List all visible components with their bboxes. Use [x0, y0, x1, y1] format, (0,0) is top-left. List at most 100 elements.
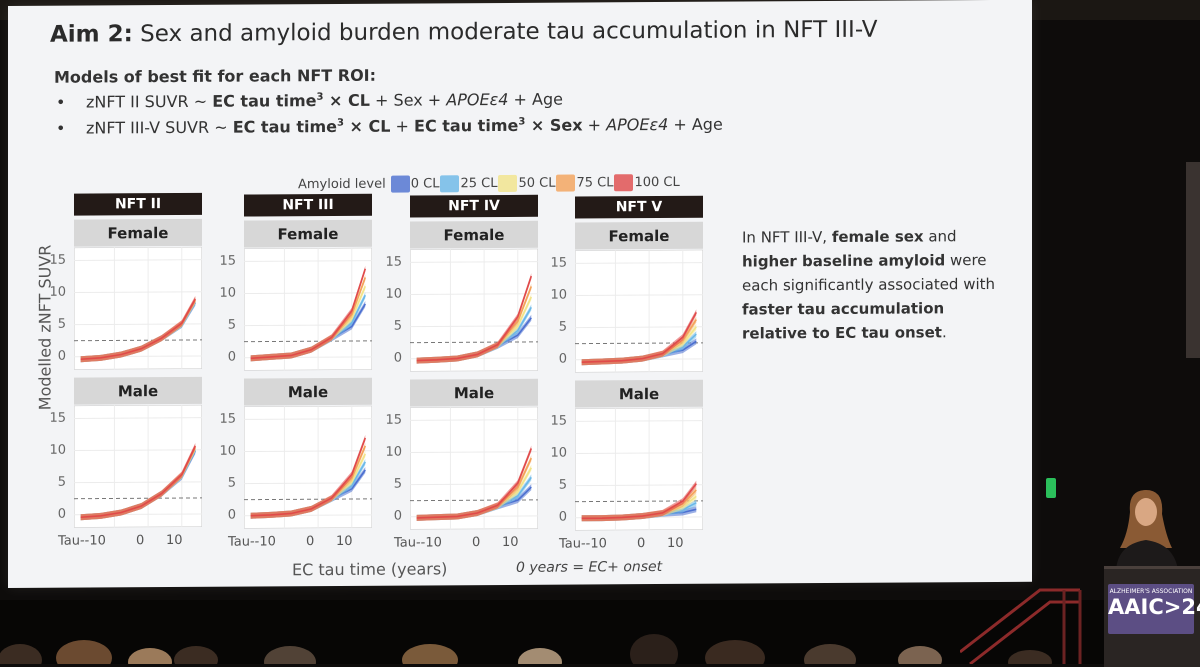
y-tick-label: 15	[550, 413, 567, 429]
x-tick-label: Tau--10	[58, 533, 106, 549]
reference-dashed-line	[244, 340, 372, 343]
panel-header-nft-iv: NFT IV	[410, 194, 538, 218]
plot-background	[244, 405, 372, 529]
plot-background	[575, 249, 703, 373]
y-tick-label: 5	[558, 477, 567, 493]
y-tick-label: 0	[558, 509, 567, 525]
amyloid-legend: Amyloid level 0 CL 25 CL 50 CL 75 CL 100 CL	[298, 174, 680, 193]
row-strip-female: Female	[410, 220, 538, 249]
grid-line	[244, 450, 372, 453]
legend-label: 25 CL	[460, 176, 498, 192]
row-strip-female: Female	[74, 218, 202, 247]
row-strip-female: Female	[575, 221, 703, 250]
grid-line	[74, 417, 202, 419]
model-bullet-nft-ii: • zNFT II SUVR ~ EC tau time3 × CL + Sex …	[56, 90, 563, 112]
model-bullet-nft-iii-v: • zNFT III-V SUVR ~ EC tau time3 × CL + E…	[56, 115, 723, 138]
y-tick-label: 15	[49, 410, 66, 426]
plot-nft-ii-male	[74, 404, 202, 528]
bullet2-lhs: zNFT III-V SUVR ~	[86, 117, 233, 138]
slide-title: Aim 2: Sex and amyloid burden moderate t…	[50, 17, 878, 48]
bullet2-term1: EC tau time	[232, 116, 337, 137]
band-100-cl	[581, 480, 697, 522]
bullet-dot-icon: •	[56, 92, 66, 112]
plot-nft-iii-female	[244, 247, 372, 371]
plot-background	[244, 247, 372, 371]
conference-logo: ALZHEIMER'S ASSOCIATION AAIC>24	[1108, 584, 1200, 634]
bullet2-plus1: +	[390, 116, 415, 136]
y-tick-label: 0	[393, 508, 402, 524]
finding-faster-tau: faster tau accumulation relative to EC t…	[742, 299, 945, 343]
grid-line	[244, 292, 372, 295]
curve-100-cl	[80, 298, 196, 361]
grid-line	[74, 291, 202, 294]
bullet2-times2: ×	[525, 115, 550, 135]
x-tick-label: 10	[336, 533, 353, 549]
y-tick-label: 5	[393, 318, 402, 334]
bullet1-lhs: zNFT II SUVR ~	[86, 91, 213, 112]
grid-line	[74, 259, 202, 261]
x-tick-label: 10	[502, 534, 519, 550]
grid-line	[74, 449, 202, 452]
curve-100-cl	[581, 483, 697, 520]
curve-100-cl	[250, 268, 367, 360]
reference-dashed-line	[410, 341, 538, 344]
y-tick-label: 5	[57, 474, 66, 490]
x-tick-label: 0	[306, 534, 315, 550]
legend-label: 50 CL	[518, 175, 556, 191]
y-tick-label: 10	[385, 444, 402, 460]
grid-line	[244, 260, 372, 262]
speaker-silhouette	[1116, 490, 1178, 570]
bullet1-term: EC tau time	[212, 91, 317, 111]
legend-label: 100 CL	[634, 174, 680, 191]
reference-dashed-line	[74, 339, 202, 342]
y-tick-label: 0	[57, 506, 66, 522]
finding-text-2: and	[923, 227, 957, 246]
grid-line	[410, 419, 538, 421]
legend-label: 75 CL	[576, 175, 614, 191]
legend-swatch	[498, 174, 518, 193]
x-axis-note: 0 years = EC+ onset	[516, 559, 663, 576]
band-100-cl	[581, 309, 697, 366]
grid-line	[575, 420, 703, 422]
legend-title: Amyloid level	[298, 176, 386, 193]
stage-railing	[960, 588, 1082, 664]
row-strip-male: Male	[575, 379, 703, 408]
x-tick-label: 0	[637, 536, 646, 552]
slide-title-rest: Sex and amyloid burden moderate tau accu…	[132, 16, 878, 48]
y-tick-label: 10	[49, 442, 66, 458]
conference-logo-small: ALZHEIMER'S ASSOCIATION	[1109, 588, 1193, 595]
grid-line	[410, 261, 538, 263]
x-tick-label: 0	[472, 535, 481, 551]
legend-key-0-cl: 0 CL	[390, 175, 440, 193]
grid-line	[575, 484, 703, 487]
x-tick-label: 10	[166, 532, 183, 549]
plot-nft-v-male	[575, 407, 703, 531]
band-75-cl	[581, 316, 697, 366]
exit-sign	[1046, 478, 1056, 498]
x-tick-label: Tau--10	[228, 534, 276, 550]
y-tick-label: 0	[558, 351, 567, 367]
band-50-cl	[581, 493, 697, 522]
legend-label: 0 CL	[410, 176, 440, 192]
plot-nft-iv-female	[410, 248, 538, 372]
bullet-dot-icon: •	[56, 118, 66, 138]
bullet2-age: + Age	[668, 114, 723, 134]
finding-summary: In NFT III-V, female sex and higher base…	[742, 224, 1012, 346]
bullet2-times1: ×	[343, 116, 369, 136]
y-axis-title: Modelled zNFT SUVR	[35, 244, 55, 411]
grid-line	[410, 293, 538, 295]
legend-swatch	[440, 175, 460, 193]
grid-line	[410, 451, 538, 453]
y-tick-label: 10	[550, 445, 567, 461]
y-tick-label: 0	[227, 507, 236, 523]
reference-dashed-line	[244, 498, 372, 501]
y-tick-label: 5	[227, 317, 236, 333]
finding-text-1: In NFT III-V,	[742, 227, 832, 247]
grid-line	[575, 262, 703, 264]
y-tick-label: 5	[393, 476, 402, 492]
band-100-cl	[80, 442, 196, 521]
y-tick-label: 10	[219, 285, 236, 301]
grid-line	[575, 294, 703, 296]
curve-100-cl	[416, 275, 533, 362]
curve-100-cl	[416, 448, 533, 519]
